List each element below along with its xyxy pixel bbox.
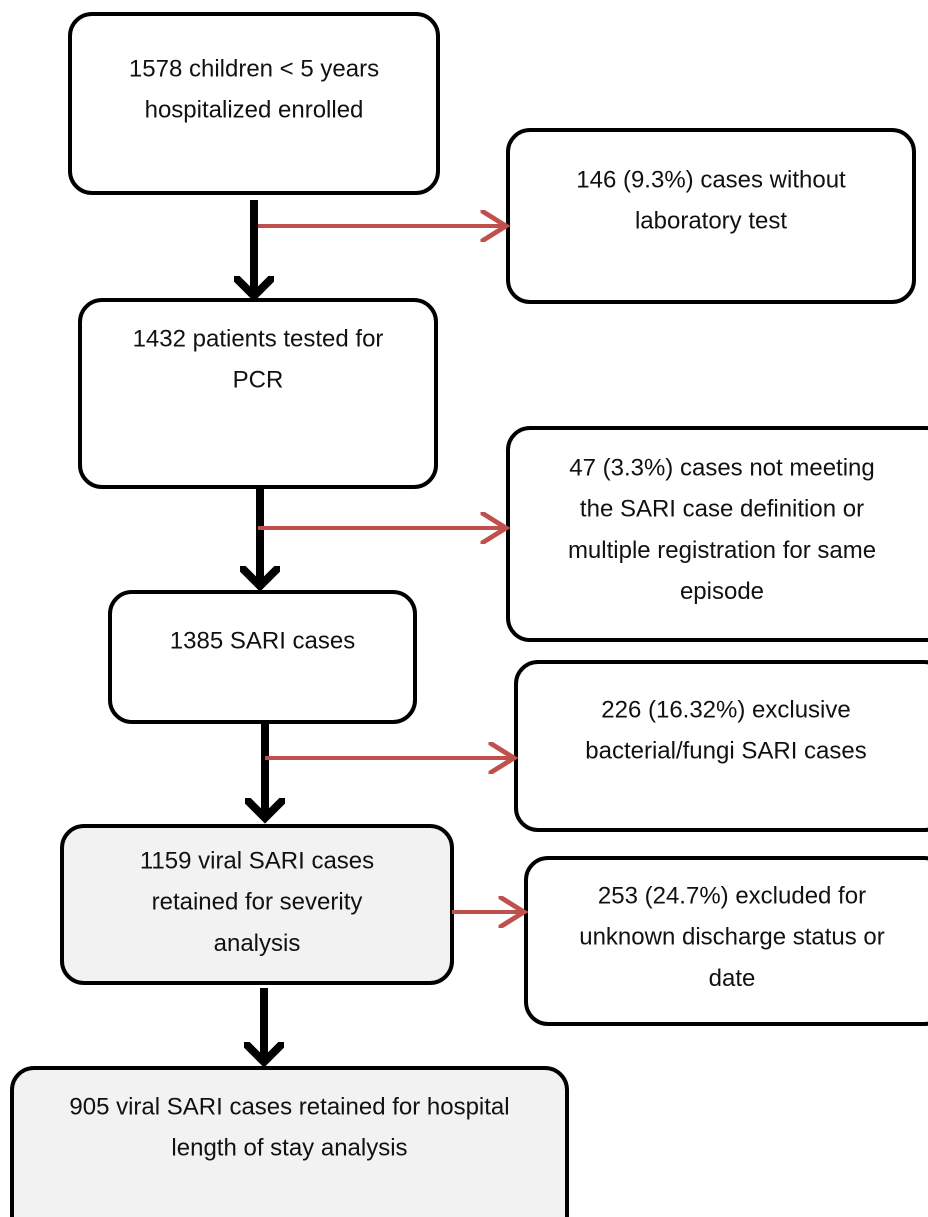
box-text: 1159 viral SARI cases <box>140 847 374 874</box>
box-text: the SARI case definition or <box>580 496 864 523</box>
box-text: 47 (3.3%) cases not meeting <box>569 454 875 481</box>
box-text: 905 viral SARI cases retained for hospit… <box>69 1093 509 1120</box>
flow-box: 1432 patients tested for PCR <box>78 298 438 489</box>
box-text: 253 (24.7%) excluded for <box>598 882 866 909</box>
flow-box: 226 (16.32%) exclusive bacterial/fungi SA… <box>514 660 928 832</box>
flow-box: 253 (24.7%) excluded for unknown discharg… <box>524 856 928 1026</box>
box-border <box>60 824 454 985</box>
box-text: laboratory test <box>635 208 787 235</box>
arrows <box>254 200 524 1062</box>
box-border <box>10 1066 569 1217</box>
box-text: retained for severity <box>152 889 363 916</box>
flow-box: 905 viral SARI cases retained for hospit… <box>10 1066 569 1217</box>
box-text: bacterial/fungi SARI cases <box>585 738 866 765</box>
box-text: 1578 children < 5 years <box>129 55 379 82</box>
box-text: date <box>709 965 756 992</box>
box-text: 226 (16.32%) exclusive <box>601 696 850 723</box>
box-text: unknown discharge status or <box>579 924 885 951</box>
boxes: 1578 children < 5 years hospitalized enro… <box>10 12 928 1217</box>
box-border <box>68 12 440 195</box>
flow-box: 47 (3.3%) cases not meeting the SARI case… <box>506 426 928 642</box>
flow-box: 1385 SARI cases <box>108 590 417 724</box>
box-text: multiple registration for same <box>568 537 876 564</box>
box-border <box>524 856 928 1026</box>
flow-box: 1159 viral SARI cases retained for severi… <box>60 824 454 985</box>
box-text: PCR <box>233 367 284 394</box>
box-text: 146 (9.3%) cases without <box>576 166 846 193</box>
box-text: episode <box>680 578 764 605</box>
box-text: 1432 patients tested for <box>133 325 384 352</box>
flow-box: 1578 children < 5 years hospitalized enro… <box>68 12 440 195</box>
flow-box: 146 (9.3%) cases without laboratory test <box>506 128 916 304</box>
box-text: analysis <box>214 930 301 957</box>
box-text: length of stay analysis <box>171 1135 407 1162</box>
box-border <box>108 590 417 724</box>
box-text: 1385 SARI cases <box>170 627 355 654</box>
box-text: hospitalized enrolled <box>145 97 364 124</box>
